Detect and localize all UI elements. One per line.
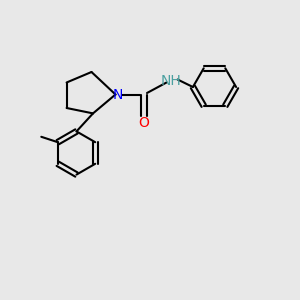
- Text: O: O: [139, 116, 149, 130]
- Text: NH: NH: [160, 74, 182, 88]
- Text: N: N: [112, 88, 123, 102]
